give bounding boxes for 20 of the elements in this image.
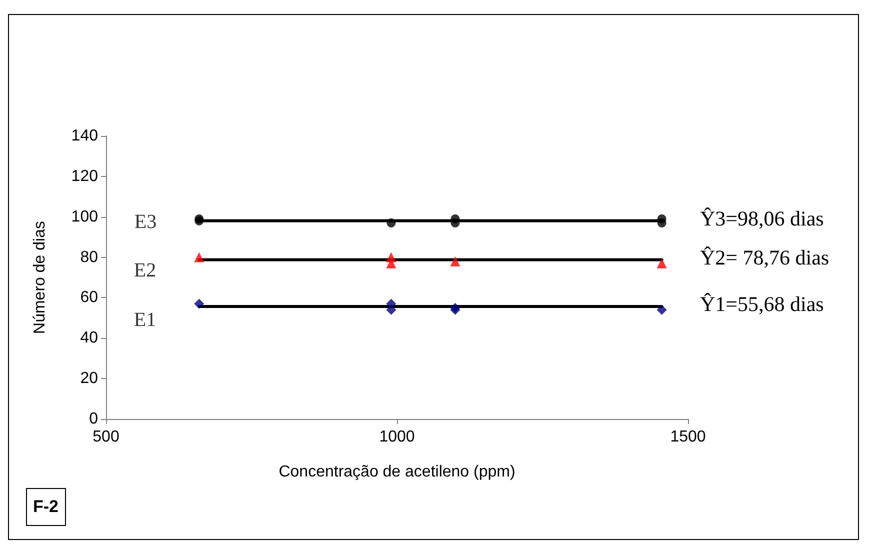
series-label: E1 (134, 308, 156, 331)
y-tick-label: 0 (89, 410, 98, 428)
y-tick-label: 140 (71, 128, 98, 144)
x-axis-title: Concentração de acetileno (ppm) (278, 464, 516, 480)
text: Ŷ1=55,68 dias (700, 292, 824, 316)
text: Ŷ2= 78,76 dias (700, 245, 830, 270)
series-label: E2 (134, 259, 156, 282)
text: Ŷ3=98,06 dias (700, 206, 824, 230)
y-tick-label: 100 (71, 208, 98, 226)
y-tick-label: 20 (80, 370, 98, 388)
y-tick-label: 80 (80, 248, 98, 266)
text: F-2 (26, 488, 66, 526)
y-axis-title: Número de dias (32, 221, 48, 334)
y-tick-label: 120 (71, 168, 98, 185)
x-tick-label: 500 (92, 428, 120, 446)
x-tick-label: 1000 (379, 428, 415, 446)
x-tick-label: 1500 (670, 428, 706, 446)
y-tick-label: 60 (80, 289, 98, 306)
y-tick-label: 40 (80, 330, 98, 347)
series-label: E3 (134, 210, 157, 233)
